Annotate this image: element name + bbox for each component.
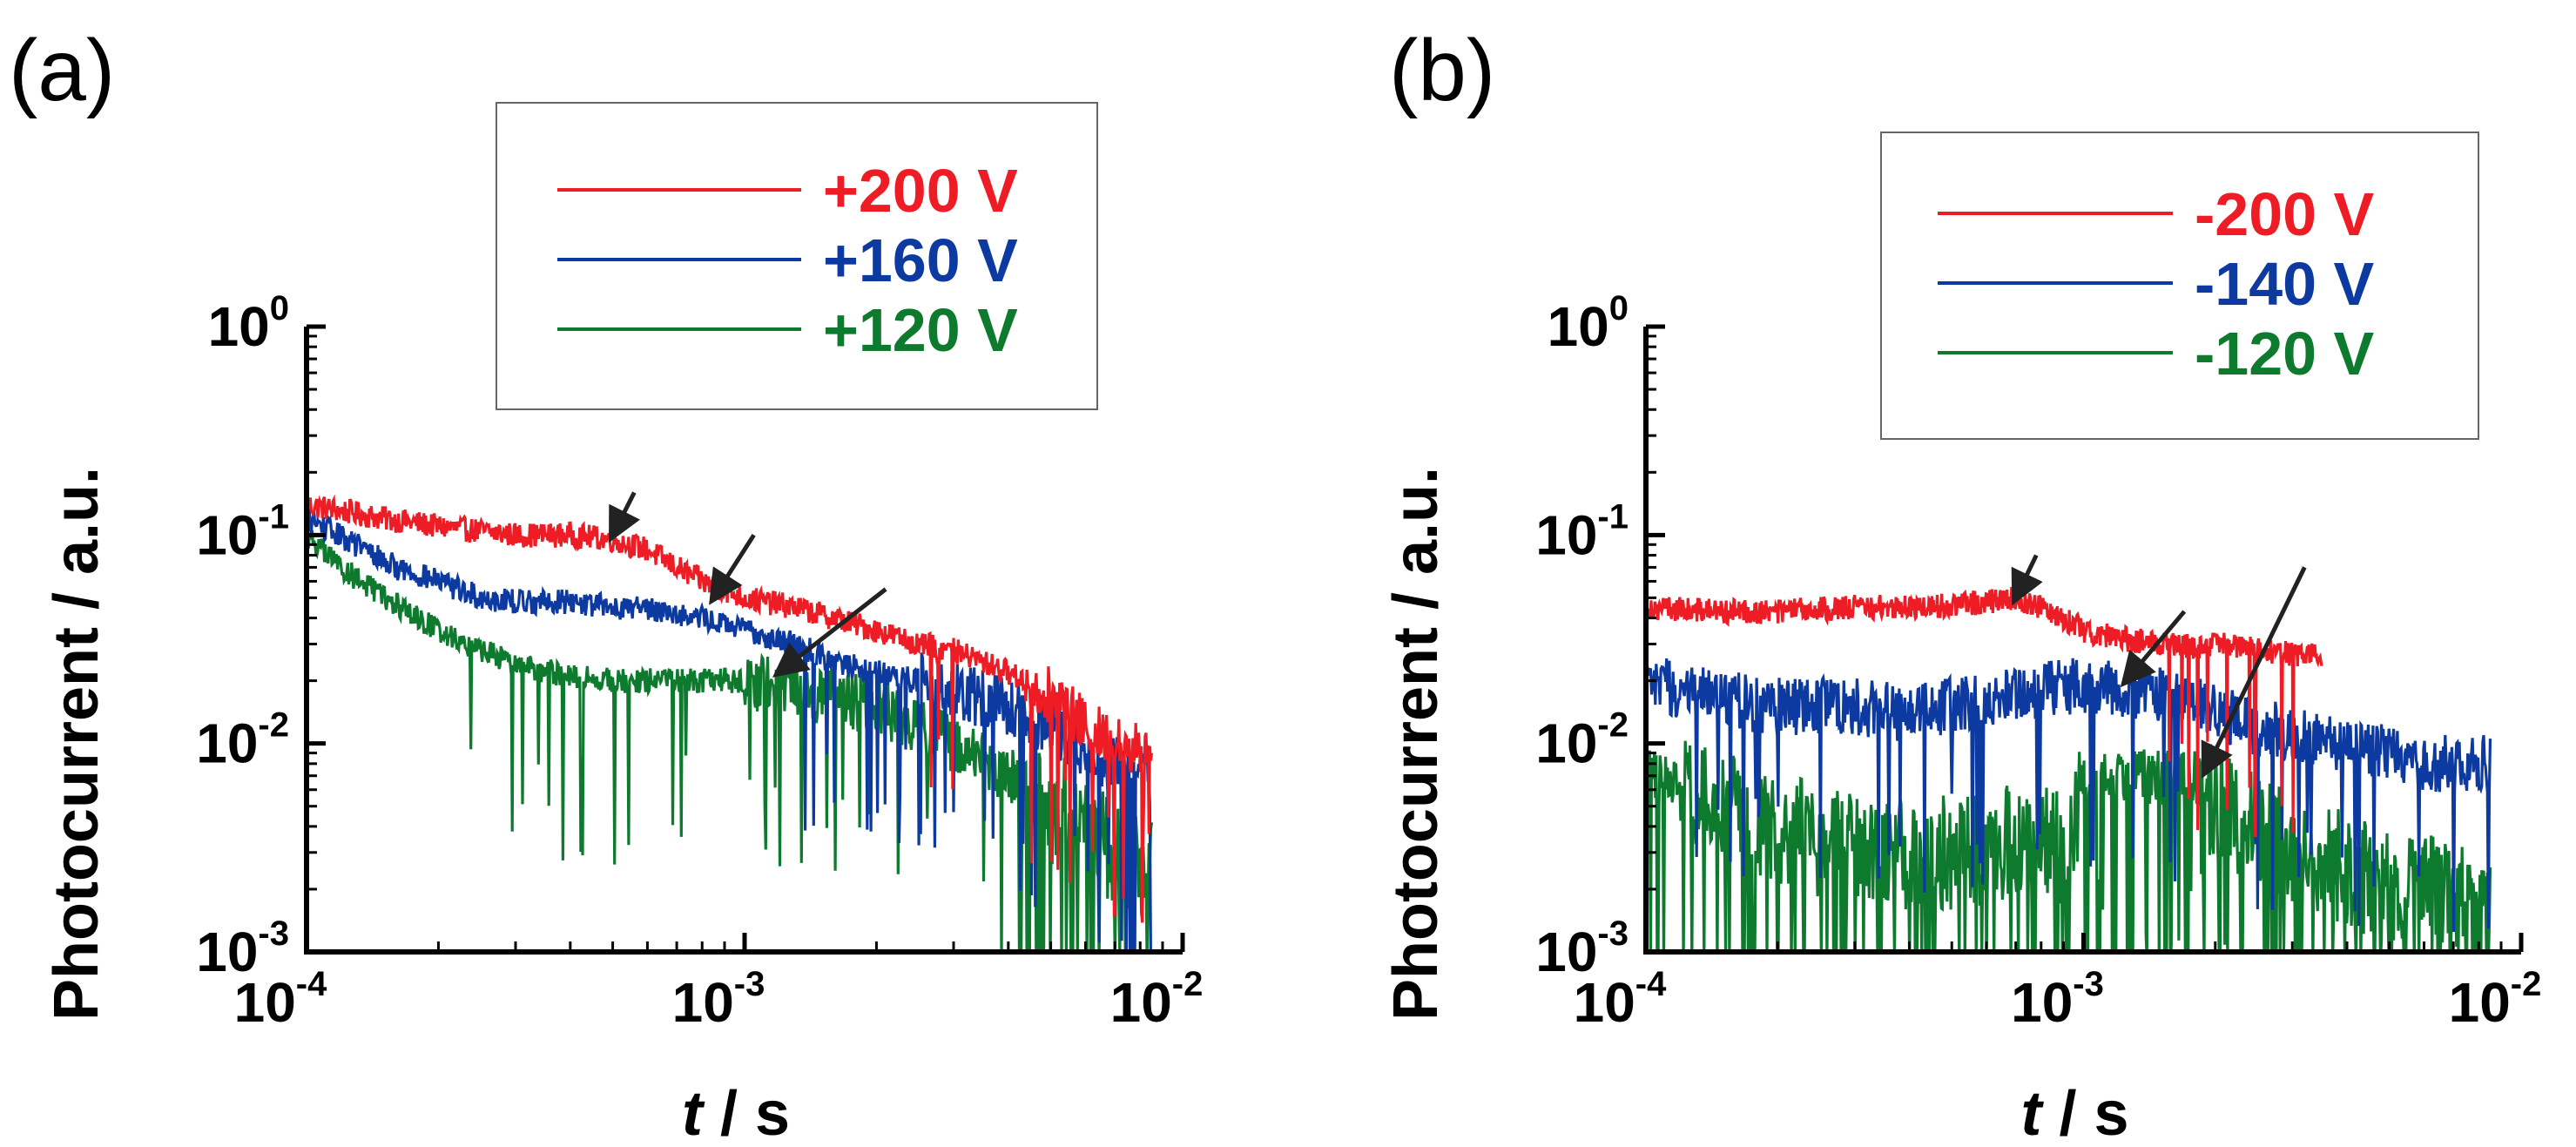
x-tick-label: 10-2 xyxy=(1110,965,1204,1034)
panel-label: (a) xyxy=(9,22,115,119)
series-line-3 xyxy=(307,529,1154,952)
annotation-arrow xyxy=(2011,554,2043,606)
legend-label: +120 V xyxy=(823,296,1018,364)
legend-label: -140 V xyxy=(2195,250,2375,318)
x-tick-label: 10-4 xyxy=(1574,965,1668,1034)
y-tick-label: 10-3 xyxy=(196,914,289,983)
series-line-2 xyxy=(1646,658,2492,933)
annotation-arrow xyxy=(2201,566,2307,779)
y-axis-title: Photocurrent / a.u. xyxy=(1381,467,1451,1021)
x-tick-label: 10-3 xyxy=(672,965,765,1034)
y-tick-label: 10-3 xyxy=(1535,914,1629,983)
x-tick-label: 10-4 xyxy=(234,965,328,1034)
x-tick-label: 10-3 xyxy=(2011,965,2104,1034)
legend: +200 V+160 V+120 V xyxy=(496,102,1098,410)
y-tick-label: 100 xyxy=(1548,289,1629,358)
x-axis-title: t / s xyxy=(2020,1079,2128,1147)
y-tick-label: 100 xyxy=(208,289,289,358)
y-tick-label: 10-1 xyxy=(1535,497,1629,566)
y-tick-label: 10-2 xyxy=(1535,706,1629,775)
series-traces xyxy=(307,494,1154,952)
annotation-arrow xyxy=(609,491,640,543)
x-tick-label: 10-2 xyxy=(2449,965,2542,1034)
y-tick-label: 10-2 xyxy=(196,706,289,775)
x-axis-title: t / s xyxy=(682,1079,790,1147)
panel-label: (b) xyxy=(1389,22,1495,119)
series-line-3 xyxy=(1646,740,2492,952)
annotation-arrow xyxy=(2120,610,2187,688)
series-traces xyxy=(1646,586,2492,952)
legend-label: -120 V xyxy=(2195,320,2375,388)
series-line-1 xyxy=(1646,586,2323,838)
y-axis-title: Photocurrent / a.u. xyxy=(42,467,111,1021)
legend-label: +200 V xyxy=(823,157,1018,225)
legend-label: +160 V xyxy=(823,226,1018,294)
y-tick-label: 10-1 xyxy=(196,497,289,566)
annotation-arrow xyxy=(772,587,887,678)
series-line-2 xyxy=(307,508,1152,952)
annotation-arrow xyxy=(709,533,756,605)
legend: -200 V-140 V-120 V xyxy=(1880,132,2479,440)
legend-box xyxy=(496,102,1098,410)
legend-label: -200 V xyxy=(2195,180,2375,248)
legend-box xyxy=(1880,132,2479,440)
